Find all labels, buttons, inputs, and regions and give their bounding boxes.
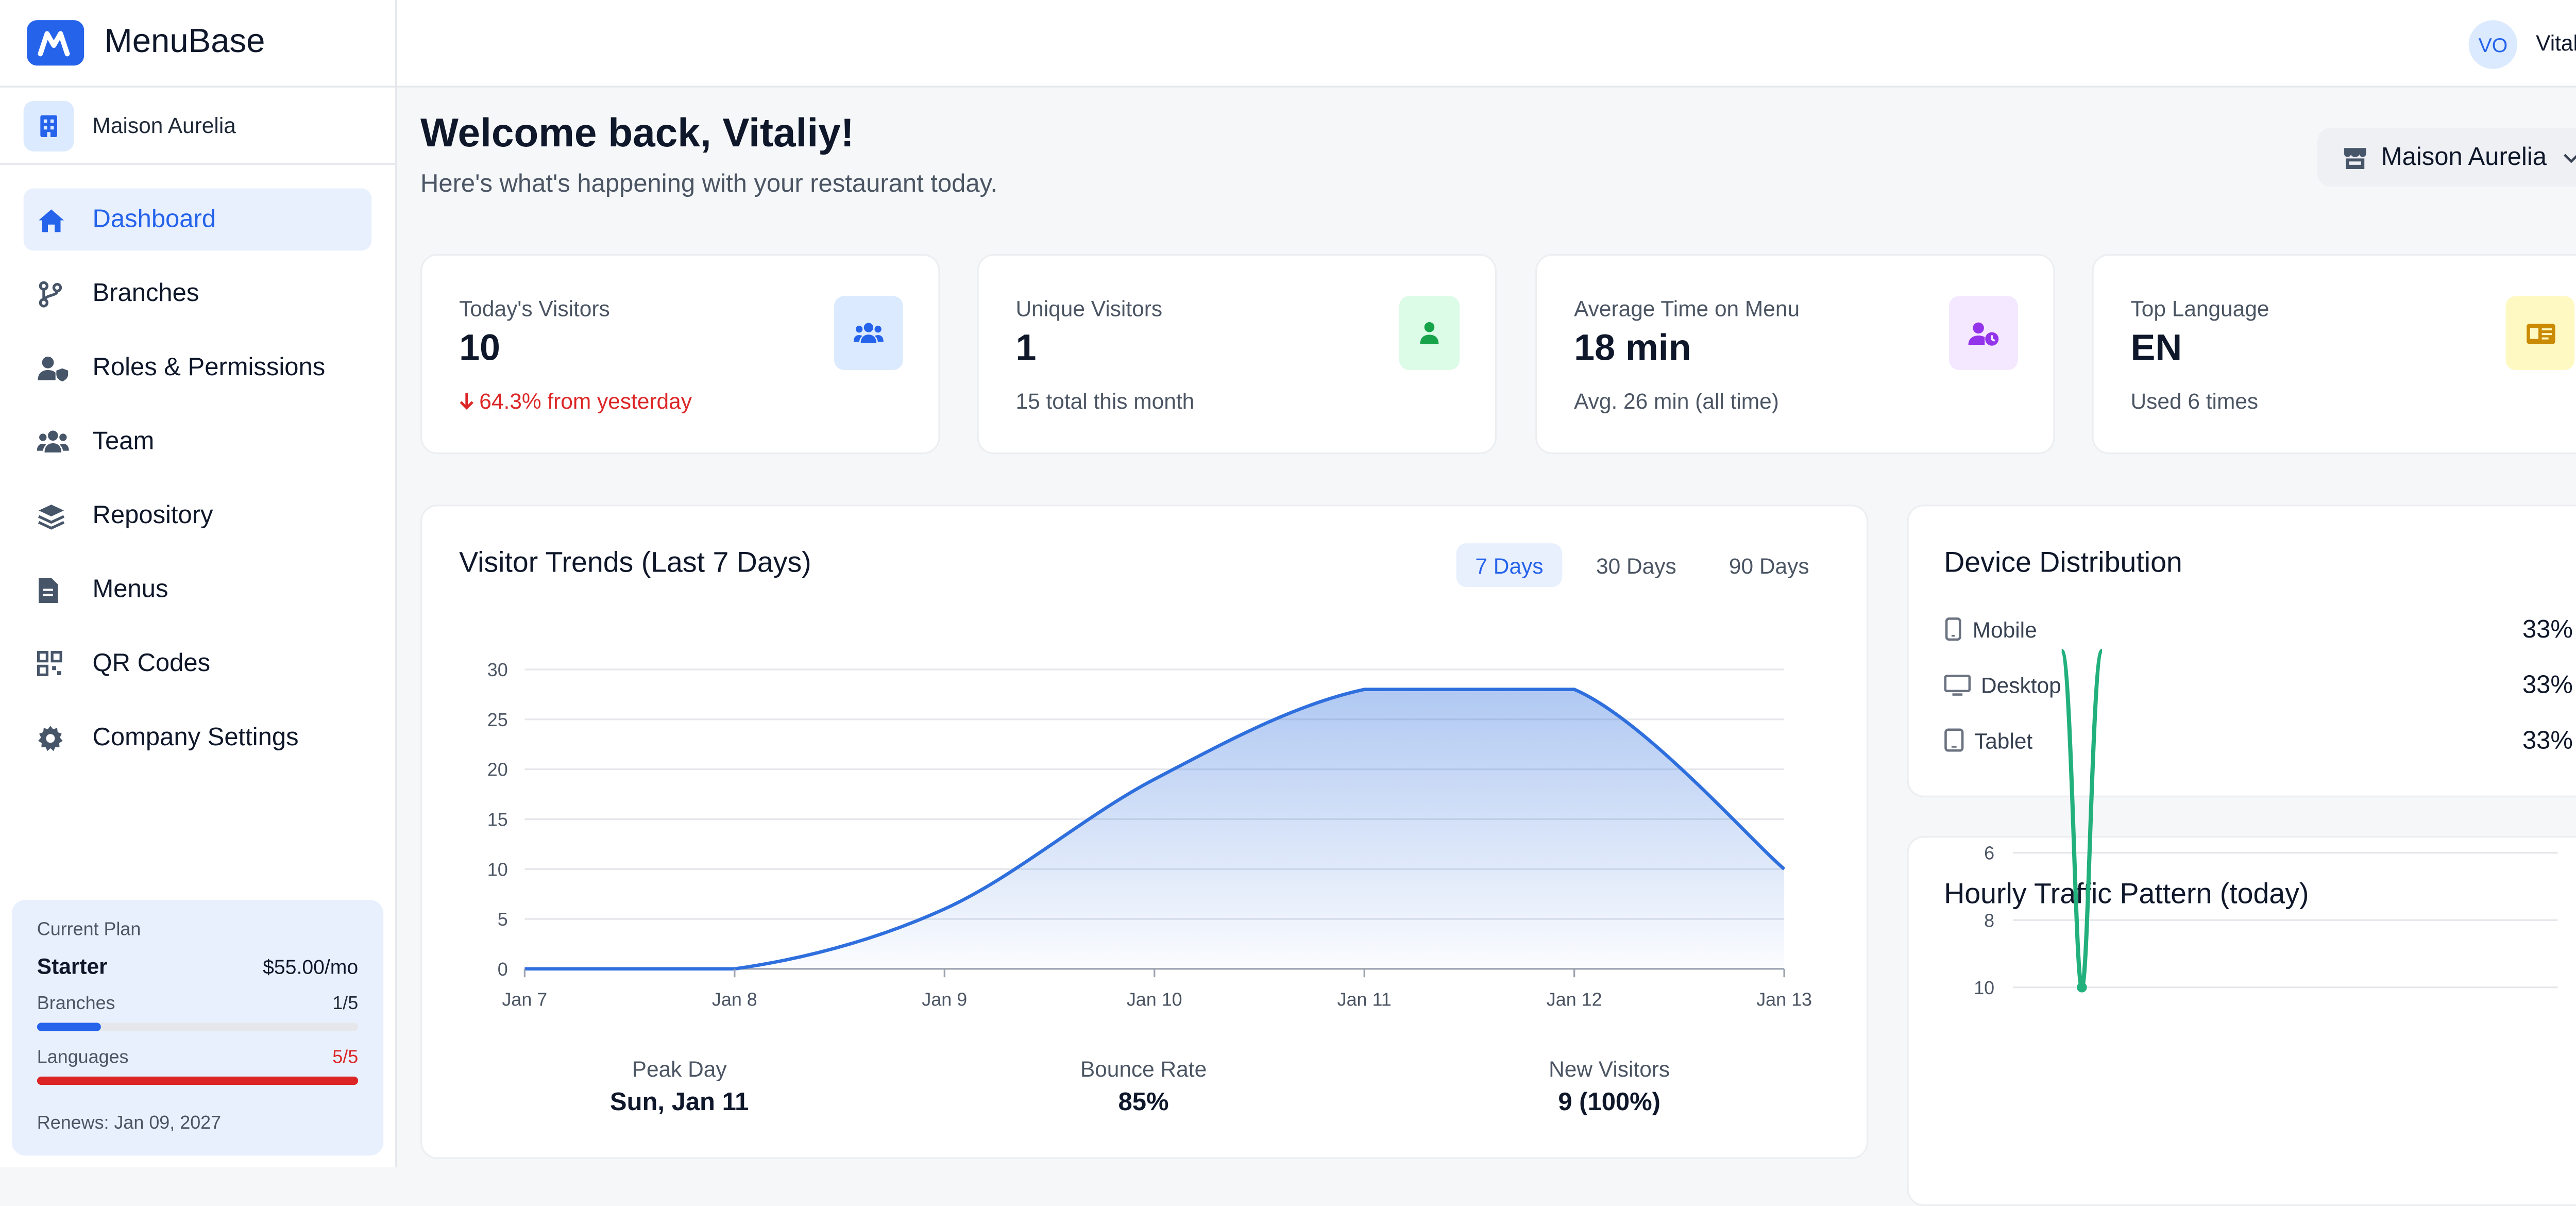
y-tick-label: 10 (1974, 978, 1994, 998)
hourly-traffic-chart: 6 8 10 (0, 0, 2576, 1167)
y-tick-label: 6 (1984, 843, 1994, 864)
y-tick-label: 8 (1984, 910, 1994, 931)
hourly-series-line (2062, 651, 2102, 987)
hourly-peak-point (2077, 982, 2087, 993)
